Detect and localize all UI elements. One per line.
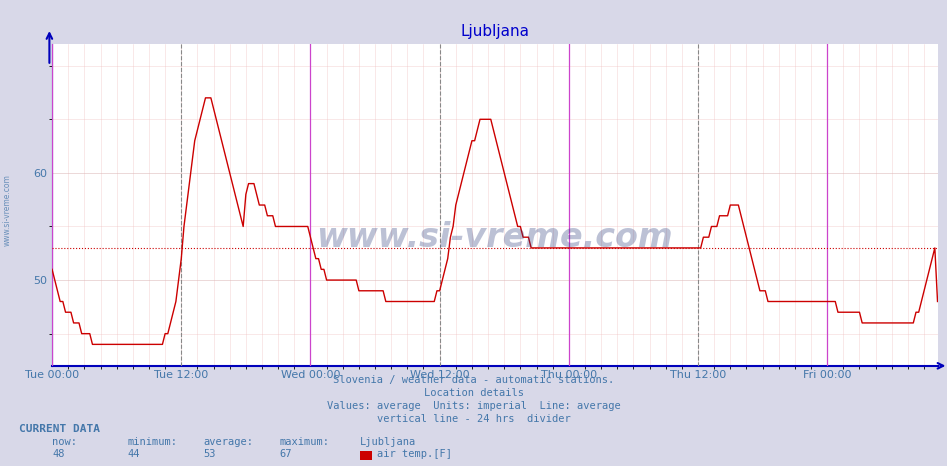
Text: now:: now: — [52, 438, 77, 447]
Text: 48: 48 — [52, 449, 64, 459]
Text: 44: 44 — [128, 449, 140, 459]
Text: Values: average  Units: imperial  Line: average: Values: average Units: imperial Line: av… — [327, 401, 620, 411]
Text: Slovenia / weather data - automatic stations.: Slovenia / weather data - automatic stat… — [333, 375, 614, 385]
Text: Location details: Location details — [423, 388, 524, 398]
Text: vertical line - 24 hrs  divider: vertical line - 24 hrs divider — [377, 414, 570, 424]
Text: 67: 67 — [279, 449, 292, 459]
Text: air temp.[F]: air temp.[F] — [377, 449, 452, 459]
Text: CURRENT DATA: CURRENT DATA — [19, 425, 100, 434]
Text: www.si-vreme.com: www.si-vreme.com — [3, 174, 12, 246]
Text: 53: 53 — [204, 449, 216, 459]
Text: Ljubljana: Ljubljana — [360, 438, 416, 447]
Text: average:: average: — [204, 438, 254, 447]
Text: maximum:: maximum: — [279, 438, 330, 447]
Title: Ljubljana: Ljubljana — [460, 24, 529, 39]
Text: www.si-vreme.com: www.si-vreme.com — [316, 221, 673, 254]
Text: minimum:: minimum: — [128, 438, 178, 447]
